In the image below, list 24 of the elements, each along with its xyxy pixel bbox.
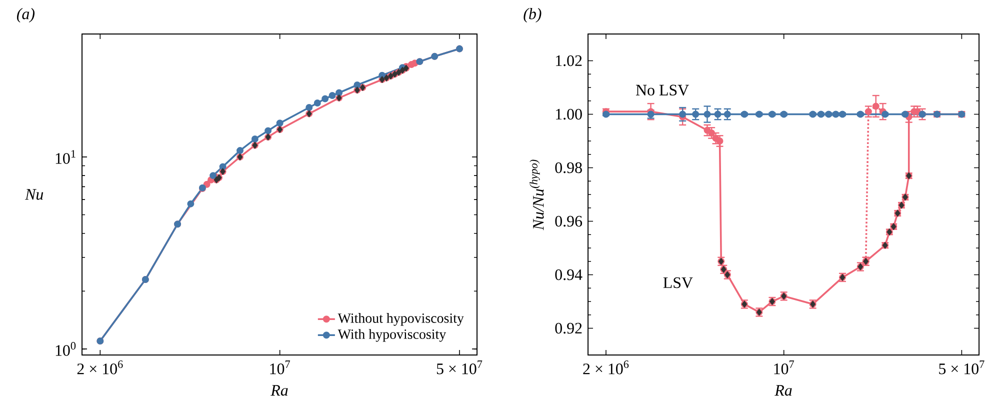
- y-axis-title: Nu/Nu$^{(hypo)}$: [530, 160, 544, 230]
- x-tick-label: 5 × 10$^{7}$: [436, 360, 482, 374]
- x-tick-label: 10$^{7}$: [270, 360, 290, 374]
- y-tick-label: 0.98: [555, 162, 582, 174]
- x-tick-label: 2 × 10$^{6}$: [77, 360, 123, 374]
- y-tick-label: 0.96: [555, 216, 582, 227]
- y-tick-label: 1.00: [556, 108, 582, 120]
- y-tick-label: 0.92: [555, 322, 582, 334]
- y-tick-label: 0.94: [555, 269, 582, 280]
- y-tick-label: 10$^{0}$: [56, 342, 76, 356]
- chart-title: (a): [16, 8, 35, 23]
- annotation: No LSV: [636, 84, 689, 96]
- legend-label: Without hypoviscosity: [338, 313, 464, 326]
- x-axis-title: Ra: [270, 385, 288, 396]
- legend-label: With hypoviscosity: [338, 329, 446, 342]
- y-tick-label: 1.02: [556, 55, 582, 66]
- y-axis-title: Nu: [24, 189, 44, 200]
- x-tick-label: 2 × 10$^{6}$: [583, 360, 629, 374]
- chart-title: (b): [524, 8, 542, 23]
- x-tick-label: 5 × 10$^{7}$: [939, 360, 984, 374]
- annotation: LSV: [663, 277, 693, 288]
- x-axis-title: Ra: [774, 385, 792, 396]
- x-tick-label: 10$^{7}$: [774, 360, 794, 374]
- y-tick-label: 10$^{1}$: [56, 150, 76, 164]
